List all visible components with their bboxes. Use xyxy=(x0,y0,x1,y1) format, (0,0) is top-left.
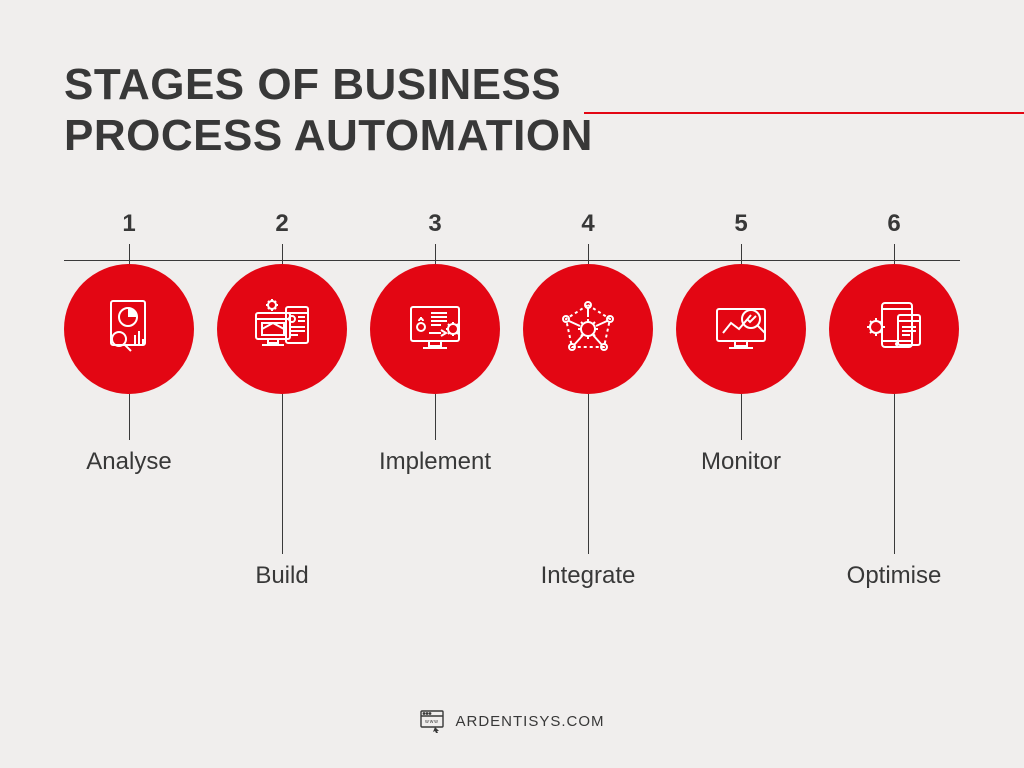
stage-circle xyxy=(64,264,194,394)
tick-top xyxy=(435,244,436,264)
horizontal-rail xyxy=(64,260,960,261)
svg-text:www: www xyxy=(426,719,440,725)
website-icon: www xyxy=(419,708,445,734)
tick-bottom xyxy=(741,394,742,440)
stage-label: Integrate xyxy=(523,562,653,590)
stage-number: 4 xyxy=(523,210,653,238)
stage-label: Analyse xyxy=(64,448,194,476)
tick-bottom xyxy=(282,394,283,554)
tick-top xyxy=(741,244,742,264)
stage-label: Optimise xyxy=(829,562,959,590)
stage-circle xyxy=(217,264,347,394)
tick-bottom xyxy=(435,394,436,440)
accent-line xyxy=(584,112,1024,114)
tick-top xyxy=(894,244,895,264)
build-icon xyxy=(248,295,316,363)
optimise-icon xyxy=(860,295,928,363)
stage-3: 3 Implement xyxy=(370,210,500,476)
stage-1: 1 Analyse xyxy=(64,210,194,476)
tick-top xyxy=(282,244,283,264)
stage-number: 1 xyxy=(64,210,194,238)
footer: www ARDENTISYS.COM xyxy=(0,708,1024,734)
stage-number: 2 xyxy=(217,210,347,238)
tick-top xyxy=(129,244,130,264)
stage-label: Build xyxy=(217,562,347,590)
stage-4: 4 Integrate xyxy=(523,210,653,590)
stage-number: 6 xyxy=(829,210,959,238)
title-line-1: STAGES OF BUSINESS xyxy=(64,60,561,109)
stage-2: 2 Build xyxy=(217,210,347,590)
title-line-2: PROCESS AUTOMATION xyxy=(64,111,593,160)
stage-circle xyxy=(523,264,653,394)
stage-number: 5 xyxy=(676,210,806,238)
stage-6: 6 Optimise xyxy=(829,210,959,590)
footer-text: ARDENTISYS.COM xyxy=(455,713,604,730)
page-title: STAGES OF BUSINESS PROCESS AUTOMATION xyxy=(64,60,593,161)
monitor-icon xyxy=(707,295,775,363)
stage-label: Implement xyxy=(370,448,500,476)
stage-label: Monitor xyxy=(676,448,806,476)
tick-bottom xyxy=(588,394,589,554)
stage-number: 3 xyxy=(370,210,500,238)
stage-circle xyxy=(676,264,806,394)
integrate-icon xyxy=(554,295,622,363)
tick-bottom xyxy=(894,394,895,554)
implement-icon xyxy=(401,295,469,363)
stages-container: 1 Analyse 2 xyxy=(64,210,960,650)
analyse-icon xyxy=(95,295,163,363)
stage-5: 5 Monitor xyxy=(676,210,806,476)
tick-top xyxy=(588,244,589,264)
tick-bottom xyxy=(129,394,130,440)
stage-circle xyxy=(829,264,959,394)
stage-circle xyxy=(370,264,500,394)
